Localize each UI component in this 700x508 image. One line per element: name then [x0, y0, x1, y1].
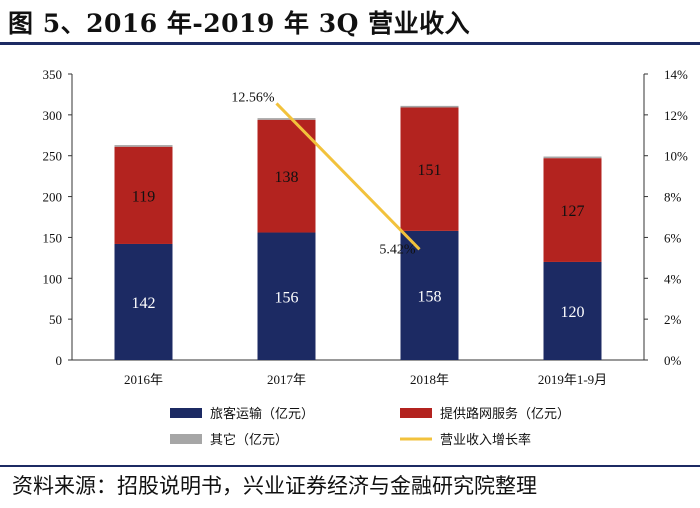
legend-label: 旅客运输（亿元）: [210, 406, 314, 422]
legend: 旅客运输（亿元） 提供路网服务（亿元） 其它（亿元） 营业收入增长率: [170, 406, 570, 448]
source-note: 资料来源：招股说明书，兴业证券经济与金融研究院整理: [12, 474, 537, 498]
y-left-tick-label: 100: [43, 271, 63, 286]
y-left-tick-label: 200: [43, 190, 63, 205]
growth-point-label: 12.56%: [231, 90, 275, 105]
growth-point-label: 5.42%: [379, 242, 416, 257]
bar-segment: [257, 232, 316, 360]
bar-segment: [400, 107, 459, 231]
bar-data-label: 120: [561, 304, 585, 321]
y-right-tick-label: 0%: [664, 353, 682, 368]
bar-data-label: 127: [561, 203, 585, 220]
bar-data-label: 119: [132, 188, 155, 205]
bar-segment: [257, 119, 316, 233]
bar-data-label: 156: [275, 289, 299, 306]
bar-segment: [543, 158, 602, 262]
y-left-tick-label: 350: [43, 67, 63, 82]
bar-data-label: 138: [275, 169, 299, 186]
bar-segment: [114, 145, 173, 147]
y-right-tick-label: 12%: [664, 108, 688, 123]
x-tick-label: 2016年: [124, 372, 163, 387]
y-right-tick-label: 10%: [664, 149, 688, 164]
legend-label: 营业收入增长率: [440, 432, 531, 448]
axes: 0 50 100 150 200 250 300 350 0% 2% 4% 6% 8% 10% 12% 14%…: [43, 67, 689, 387]
y-left-tick-label: 0: [56, 353, 63, 368]
bar-data-label: 151: [418, 162, 442, 179]
revenue-chart: 0 50 100 150 200 250 300 350 0% 2% 4% 6% 8% 10% 12% 14%…: [43, 67, 689, 448]
legend-swatch: [170, 434, 202, 444]
source-rule: [0, 465, 700, 467]
growth-line-path: [275, 102, 421, 251]
y-left-tick-label: 250: [43, 149, 63, 164]
bar-segment: [543, 261, 602, 360]
x-tick-label: 2019年1-9月: [538, 372, 607, 387]
bar-segment: [257, 118, 316, 120]
bar-segment: [400, 230, 459, 360]
bar-data-label: 142: [132, 295, 156, 312]
legend-label: 提供路网服务（亿元）: [440, 406, 570, 422]
bar-segment: [400, 105, 459, 108]
y-right-tick-label: 4%: [664, 271, 682, 286]
bar-segment: [114, 243, 173, 360]
y-right-tick-label: 14%: [664, 67, 688, 82]
figure-title: 图 5、2016 年-2019 年 3Q 营业收入: [8, 9, 471, 38]
legend-swatch: [400, 408, 432, 418]
legend-label: 其它（亿元）: [210, 432, 288, 448]
x-tick-label: 2018年: [410, 372, 449, 387]
y-right-tick-label: 8%: [664, 190, 682, 205]
bar-data-label: 158: [418, 288, 442, 305]
y-left-tick-label: 150: [43, 230, 63, 245]
bar-segment: [543, 156, 602, 159]
bar-segment: [114, 146, 173, 244]
x-tick-label: 2017年: [267, 372, 306, 387]
legend-swatch: [170, 408, 202, 418]
y-left-tick-label: 300: [43, 108, 63, 123]
title-rule: [0, 42, 700, 45]
y-left-tick-label: 50: [49, 312, 62, 327]
y-right-tick-label: 6%: [664, 230, 682, 245]
y-right-tick-label: 2%: [664, 312, 682, 327]
growth-line: 12.56% 5.42%: [231, 90, 421, 257]
bars: 142 119 156 138 158 151 120 127: [114, 105, 602, 360]
